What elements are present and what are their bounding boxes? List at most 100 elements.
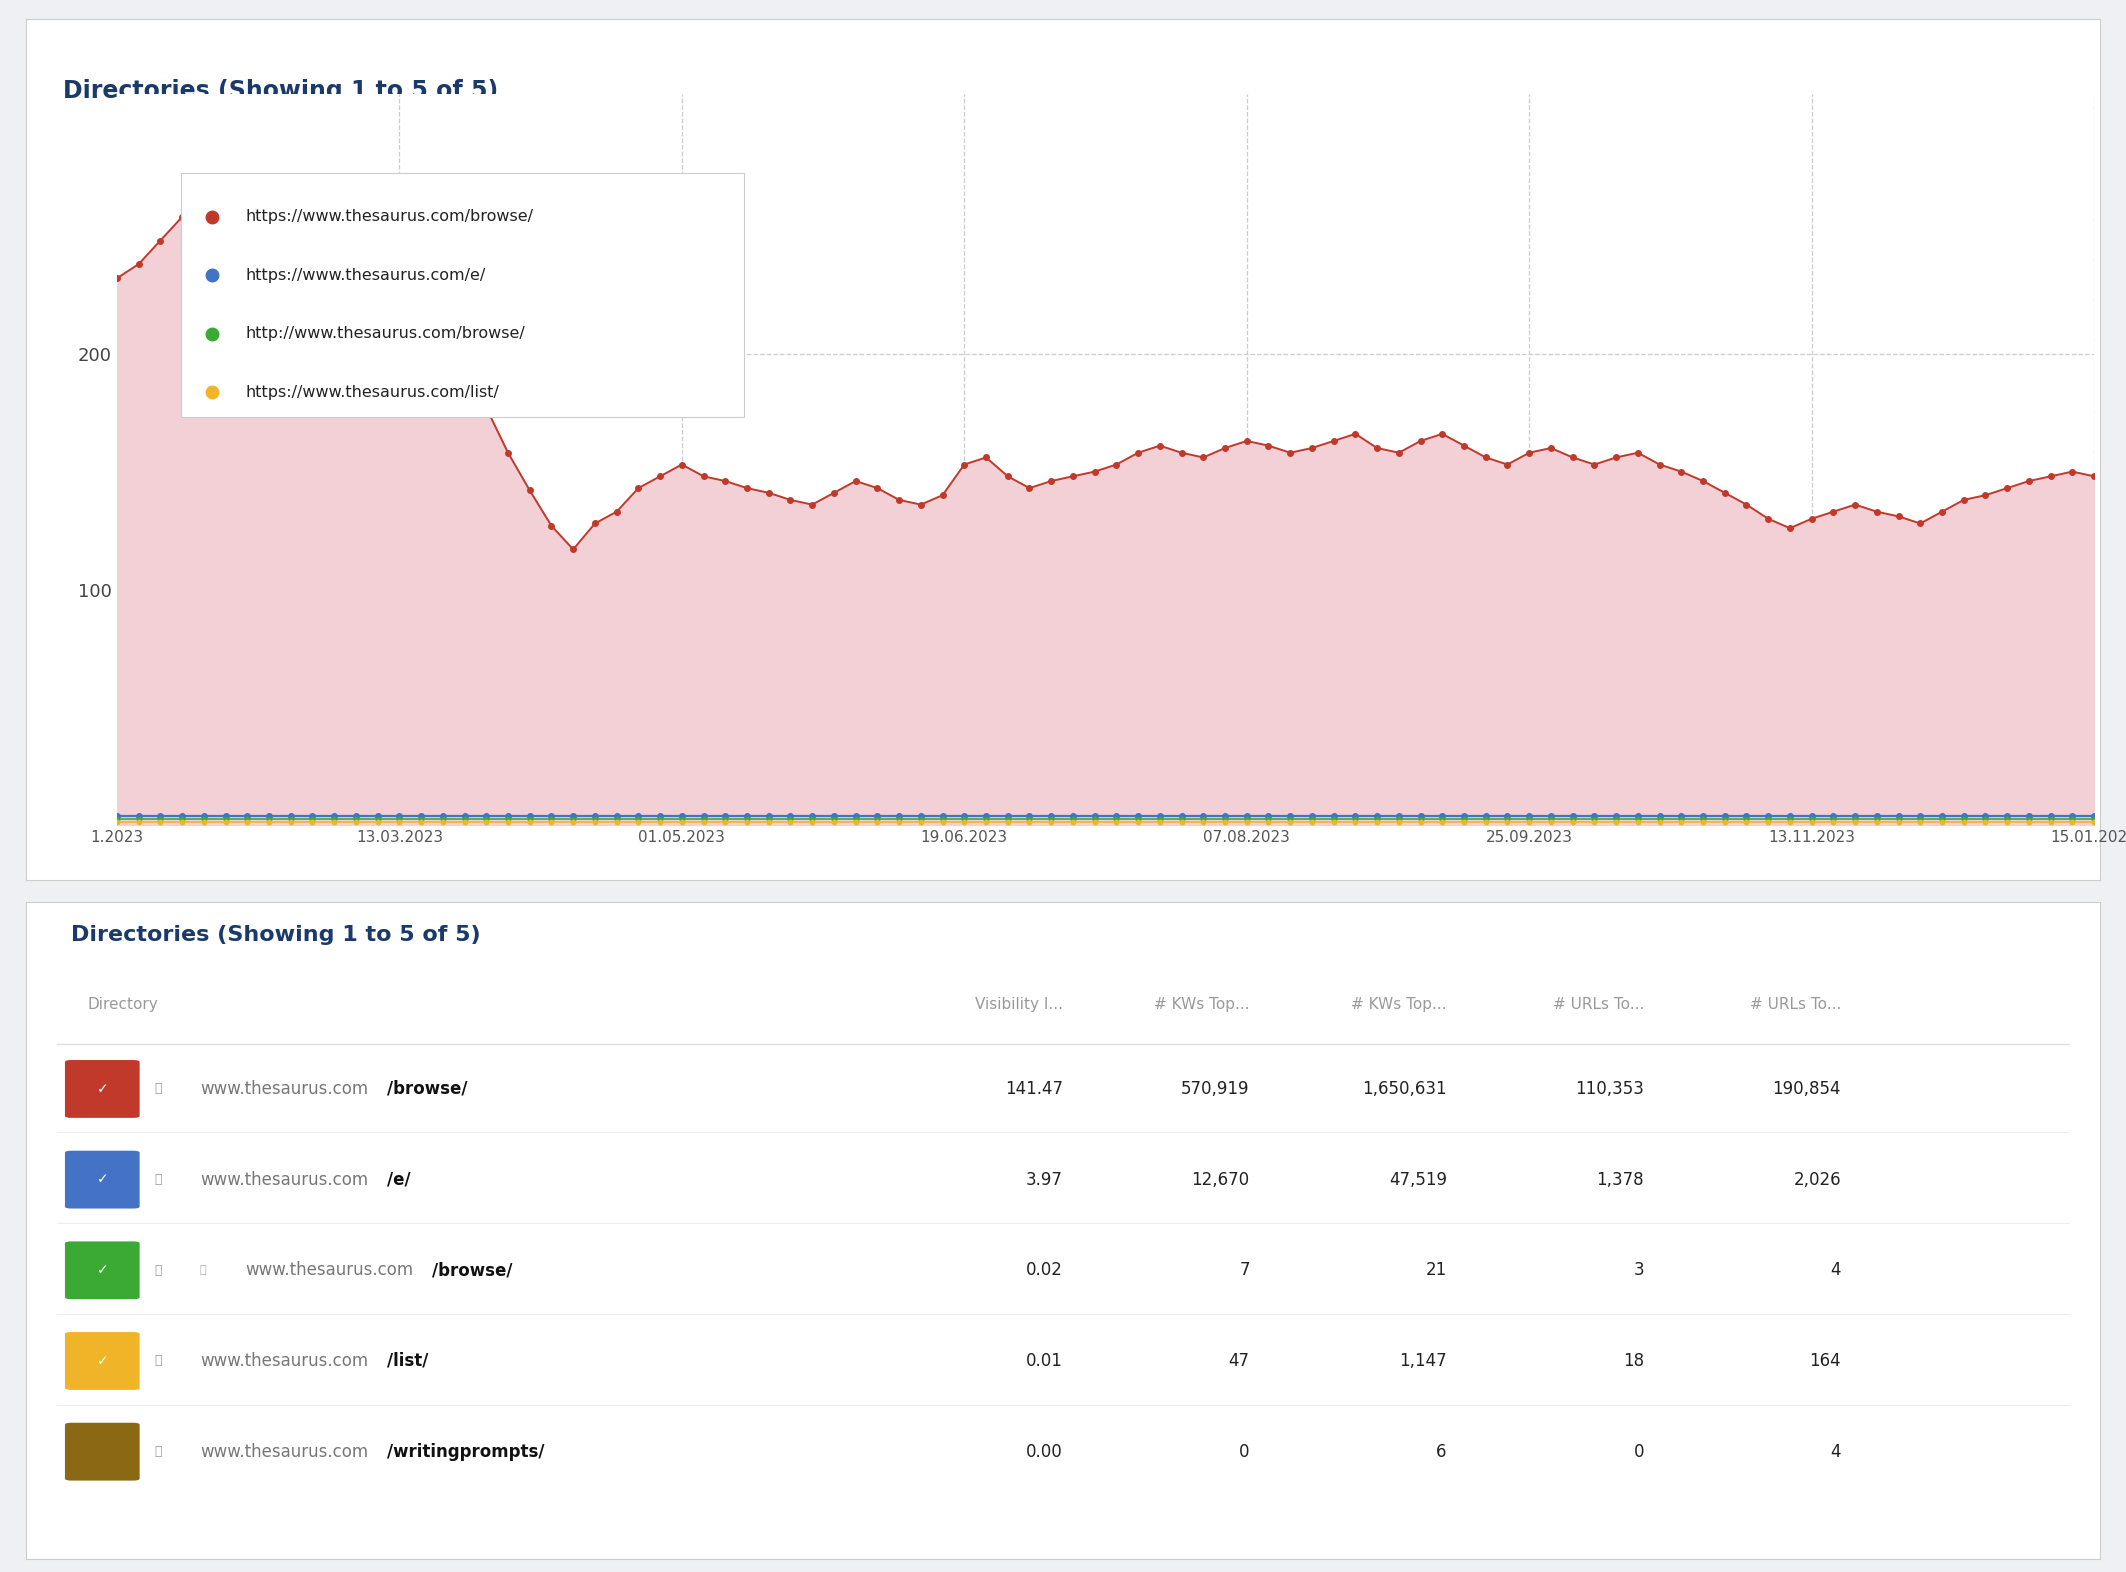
Point xyxy=(1012,476,1046,501)
Point xyxy=(1382,440,1416,465)
Point xyxy=(338,803,372,828)
Point xyxy=(1361,806,1395,832)
Text: https://www.thesaurus.com/e/: https://www.thesaurus.com/e/ xyxy=(244,267,485,283)
Point xyxy=(1490,806,1524,832)
Point xyxy=(2077,464,2111,489)
Point xyxy=(1882,803,1916,828)
Text: 141.47: 141.47 xyxy=(1006,1080,1063,1097)
Point xyxy=(512,803,546,828)
Point xyxy=(2011,803,2045,828)
Point xyxy=(1208,803,1242,828)
Point xyxy=(1186,806,1220,832)
Point xyxy=(1794,810,1828,835)
Point xyxy=(991,806,1025,832)
FancyBboxPatch shape xyxy=(66,1423,140,1481)
Point xyxy=(991,803,1025,828)
Point xyxy=(253,810,287,835)
Point xyxy=(1512,440,1546,465)
Point xyxy=(838,806,872,832)
Point xyxy=(1860,803,1894,828)
Point xyxy=(2011,806,2045,832)
Point xyxy=(512,810,546,835)
Text: 190,854: 190,854 xyxy=(1773,1080,1841,1097)
Point xyxy=(274,806,308,832)
Point xyxy=(665,810,699,835)
Point xyxy=(1099,806,1133,832)
Point xyxy=(296,803,330,828)
Point xyxy=(969,810,1003,835)
Point xyxy=(1448,806,1482,832)
Point xyxy=(774,810,808,835)
Point xyxy=(1252,810,1286,835)
Point xyxy=(142,806,176,832)
Point xyxy=(404,806,438,832)
Point xyxy=(1794,806,1828,832)
Point xyxy=(1078,806,1112,832)
Text: 12,670: 12,670 xyxy=(1191,1171,1250,1188)
Text: 0.01: 0.01 xyxy=(1027,1352,1063,1369)
Point xyxy=(338,810,372,835)
Point xyxy=(1165,803,1199,828)
Point xyxy=(1839,810,1873,835)
Point xyxy=(557,806,591,832)
Point xyxy=(1947,803,1981,828)
Point xyxy=(1144,806,1178,832)
FancyBboxPatch shape xyxy=(66,1060,140,1118)
Point xyxy=(1229,806,1263,832)
Point xyxy=(512,806,546,832)
Text: 21: 21 xyxy=(1427,1261,1448,1280)
Point xyxy=(1882,503,1916,528)
Point xyxy=(708,468,742,494)
Point xyxy=(1424,810,1458,835)
Text: 18: 18 xyxy=(1622,1352,1643,1369)
Point xyxy=(470,396,504,421)
Point xyxy=(1990,810,2024,835)
Point xyxy=(1773,516,1807,541)
Point xyxy=(2011,468,2045,494)
Point xyxy=(383,806,417,832)
Point xyxy=(1403,429,1437,454)
Point xyxy=(1535,806,1569,832)
Point xyxy=(753,803,787,828)
Point xyxy=(1165,806,1199,832)
Point xyxy=(1339,803,1373,828)
Point xyxy=(534,803,568,828)
Point xyxy=(230,803,264,828)
Point xyxy=(882,803,916,828)
Point xyxy=(838,803,872,828)
Point xyxy=(187,810,221,835)
Point xyxy=(534,806,568,832)
Point xyxy=(470,803,504,828)
Point xyxy=(1252,806,1286,832)
Point xyxy=(187,195,221,220)
Point xyxy=(729,810,763,835)
Point xyxy=(230,806,264,832)
Point xyxy=(1144,803,1178,828)
Point xyxy=(1882,810,1916,835)
Point xyxy=(1448,803,1482,828)
Point xyxy=(600,806,634,832)
Point xyxy=(230,185,264,211)
Point xyxy=(338,190,372,215)
Point xyxy=(491,803,525,828)
Point xyxy=(1969,810,2003,835)
Point xyxy=(925,483,959,508)
Point xyxy=(1728,803,1762,828)
Point xyxy=(948,806,982,832)
Point xyxy=(1924,500,1958,525)
Point xyxy=(687,803,721,828)
Point xyxy=(1361,810,1395,835)
Point xyxy=(121,803,155,828)
Point xyxy=(1012,810,1046,835)
Point xyxy=(296,209,330,234)
Point xyxy=(1794,803,1828,828)
Point xyxy=(230,810,264,835)
Point xyxy=(621,810,655,835)
Point xyxy=(491,810,525,835)
Point xyxy=(969,803,1003,828)
Text: ✓: ✓ xyxy=(96,1353,108,1368)
Text: 0.02: 0.02 xyxy=(1027,1261,1063,1280)
Point xyxy=(816,481,850,506)
Point xyxy=(578,810,612,835)
Text: Directory: Directory xyxy=(87,997,159,1012)
